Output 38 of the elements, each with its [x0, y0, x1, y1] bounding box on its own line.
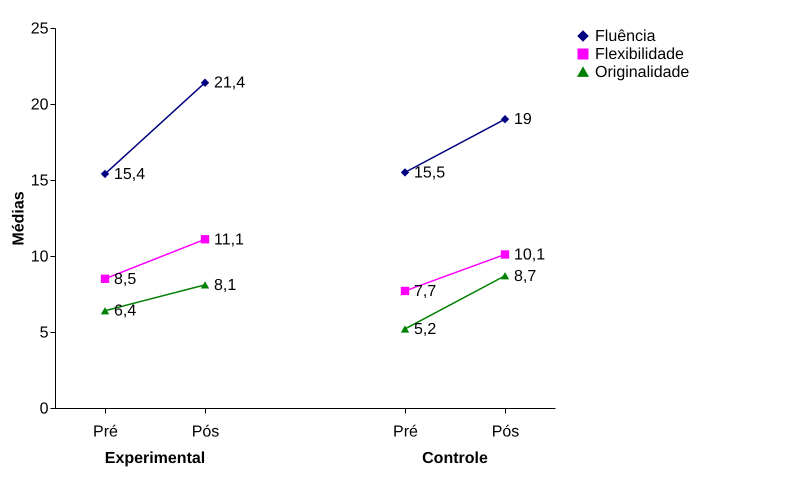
x-tick-label: Pós	[492, 424, 520, 440]
legend-label: Flexibilidade	[595, 46, 684, 63]
y-tick-label: 15	[30, 172, 49, 190]
data-label: 11,1	[214, 231, 244, 248]
y-tick-label: 10	[30, 248, 49, 266]
point	[500, 115, 510, 124]
point	[100, 170, 110, 178]
point	[500, 272, 510, 280]
point	[100, 274, 110, 283]
x-tick-label: Pós	[192, 424, 220, 440]
data-label: 19	[514, 111, 532, 128]
x-tick-label: Pré	[393, 424, 418, 440]
data-label: 8,7	[514, 268, 536, 285]
data-label: 15,4	[114, 166, 146, 183]
x-tick-label: Pré	[93, 424, 118, 440]
y-axis-title: Médias	[10, 191, 28, 246]
data-label: 21,4	[214, 74, 246, 92]
data-label: 8,1	[214, 276, 236, 294]
data-label: 15,5	[414, 164, 446, 182]
y-tick-label: 25	[30, 20, 49, 38]
y-tick-label: 5	[40, 324, 49, 342]
legend-label: Fluência	[595, 28, 656, 45]
point	[200, 235, 210, 244]
data-label: 10,1	[514, 246, 546, 264]
point	[200, 78, 210, 87]
y-tick-label: 20	[30, 96, 49, 114]
data-label: 8,5	[114, 270, 136, 288]
data-label: 6,4	[114, 302, 136, 320]
point	[500, 250, 510, 259]
y-tick-label: 0	[40, 400, 49, 418]
legend-label: Originalidade	[595, 64, 690, 81]
data-label: 5,2	[414, 320, 436, 338]
data-label: 7,7	[414, 282, 436, 300]
point	[400, 168, 410, 177]
point	[400, 325, 410, 333]
text: Experimental	[104, 450, 206, 467]
text: Controle	[422, 450, 488, 467]
point	[400, 286, 410, 296]
